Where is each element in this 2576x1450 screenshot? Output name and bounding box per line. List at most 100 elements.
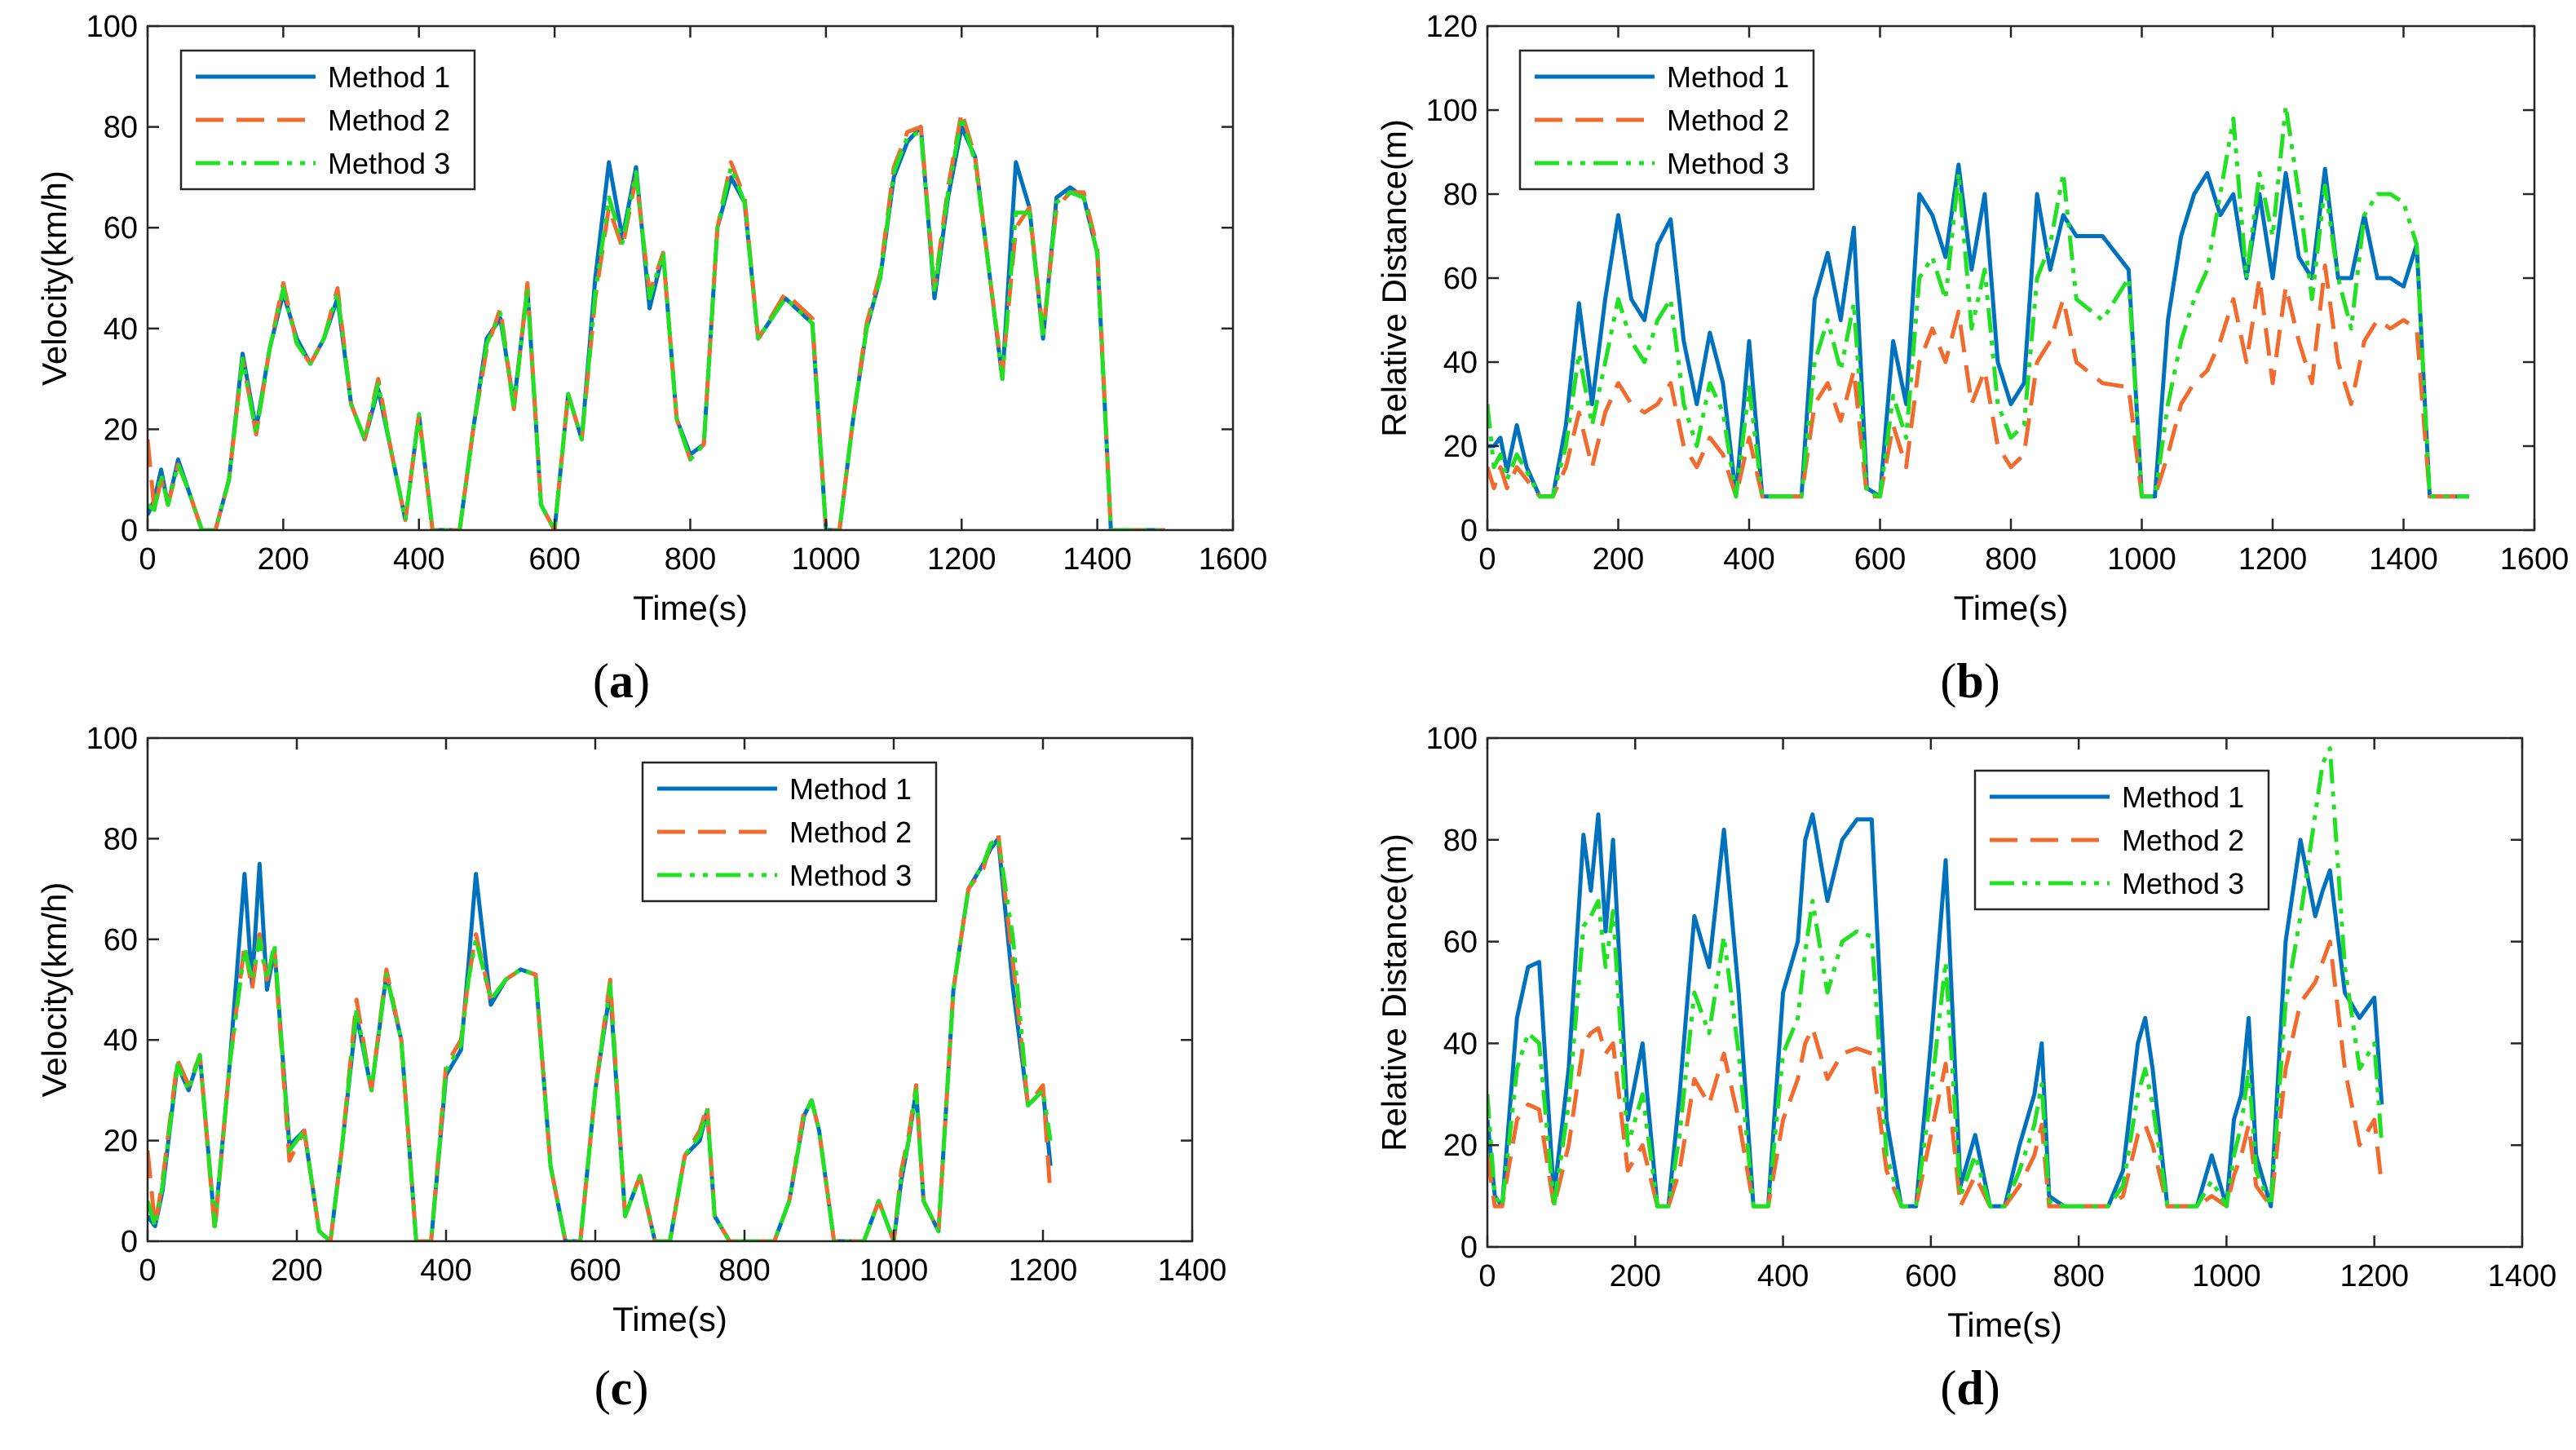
- legend-label-method-2: Method 2: [789, 816, 912, 849]
- x-tick-label: 0: [139, 1253, 156, 1288]
- series-line-method-2: [1487, 939, 2384, 1209]
- legend-label-method-3: Method 3: [789, 859, 912, 892]
- y-tick-label: 80: [1443, 178, 1478, 212]
- y-tick-label: 60: [104, 923, 138, 957]
- panel-label-close-paren: ): [634, 654, 650, 708]
- y-tick-label: 80: [1443, 824, 1478, 858]
- series-line-method-1: [1487, 812, 2384, 1209]
- legend-label-method-1: Method 1: [1667, 60, 1789, 94]
- legend-box: [1973, 769, 2270, 911]
- legend-label-method-1: Method 1: [2122, 780, 2244, 814]
- y-axis-label: Velocity(km/h): [35, 882, 73, 1098]
- x-tick-label: 400: [1757, 1259, 1809, 1293]
- legend-label-method-1: Method 1: [328, 60, 450, 94]
- series-line-method-3: [1487, 104, 2469, 499]
- x-tick-label: 1400: [1063, 542, 1132, 577]
- panel-label-letter: d: [1956, 1361, 1983, 1415]
- legend: Method 1 Method 2 Method 3: [179, 49, 476, 191]
- x-tick-label: 0: [1478, 1259, 1496, 1293]
- panel-label: (c): [594, 1361, 649, 1415]
- y-tick-label: 100: [86, 10, 138, 44]
- y-axis-label: Relative Distance(m): [1375, 119, 1413, 437]
- x-tick-label: 1400: [2488, 1259, 2557, 1293]
- panel-label-close-paren: ): [1984, 1361, 2000, 1415]
- legend-label-method-2: Method 2: [1667, 104, 1789, 137]
- y-tick-label: 80: [104, 822, 138, 856]
- panel-label-open-paren: (: [1940, 1361, 1956, 1415]
- panel-label-letter: b: [1956, 654, 1983, 708]
- x-tick-label: 1200: [927, 542, 996, 577]
- x-tick-label: 1200: [2238, 542, 2308, 577]
- x-tick-label: 800: [1985, 542, 2036, 577]
- x-tick-label: 200: [271, 1253, 322, 1288]
- y-tick-label: 20: [104, 1125, 138, 1159]
- legend: Method 1 Method 2 Method 3: [641, 761, 938, 903]
- y-tick-label: 0: [121, 514, 138, 548]
- panel-label: (d): [1940, 1361, 1999, 1415]
- series-line-method-3: [148, 836, 1053, 1241]
- panel-label-open-paren: (: [594, 1361, 611, 1415]
- series-line-method-1: [1487, 162, 2469, 499]
- legend-label-method-3: Method 3: [328, 147, 450, 180]
- panel-label-close-paren: ): [632, 1361, 648, 1415]
- panel-label: (a): [593, 654, 650, 708]
- x-axis-label: Time(s): [1954, 589, 2069, 627]
- y-tick-label: 60: [1443, 926, 1478, 960]
- panel-label-open-paren: (: [1940, 654, 1956, 708]
- series-line-method-3: [148, 114, 1165, 530]
- y-tick-label: 100: [1426, 722, 1478, 756]
- x-tick-label: 600: [528, 542, 580, 577]
- x-tick-label: 400: [393, 542, 444, 577]
- x-tick-label: 200: [258, 542, 309, 577]
- x-tick-label: 600: [1854, 542, 1906, 577]
- axes-box: [1486, 736, 2524, 1249]
- y-tick-label: 120: [1426, 10, 1478, 44]
- chart-panel-c: 0 200 400 600 800 1000 1200 1400 0 20 40 60 80 100 Tim…: [35, 722, 1226, 1415]
- chart-panel-d: 0 200 400 600 800 1000 1200 1400 0 20 40 60 80 100 Tim…: [1375, 722, 2556, 1415]
- legend-box: [1518, 49, 1815, 191]
- x-tick-label: 1600: [1199, 542, 1268, 577]
- panel-label-letter: a: [609, 654, 634, 708]
- y-tick-label: 40: [1443, 1027, 1478, 1061]
- x-axis-label: Time(s): [1947, 1306, 2062, 1344]
- panel-label: (b): [1940, 654, 1999, 708]
- x-tick-label: 200: [1610, 1259, 1661, 1293]
- series-line-method-3: [1487, 746, 2384, 1209]
- y-tick-label: 100: [86, 722, 138, 756]
- legend-box: [179, 49, 476, 191]
- x-tick-label: 600: [1905, 1259, 1956, 1293]
- x-axis-label: Time(s): [633, 589, 748, 627]
- legend-label-method-3: Method 3: [2122, 867, 2244, 900]
- y-tick-label: 100: [1426, 94, 1478, 128]
- x-tick-label: 600: [569, 1253, 621, 1288]
- y-tick-label: 20: [1443, 1129, 1478, 1163]
- x-tick-label: 1000: [792, 542, 861, 577]
- y-tick-label: 20: [104, 413, 138, 447]
- y-tick-label: 0: [1460, 1231, 1478, 1265]
- legend: Method 1 Method 2 Method 3: [1518, 49, 1815, 191]
- panel-label-letter: c: [611, 1361, 633, 1415]
- panel-label-close-paren: ): [1984, 654, 2000, 708]
- axes-box: [146, 736, 1194, 1243]
- series-line-method-2: [1487, 263, 2469, 499]
- chart-panel-a: 0 200 400 600 800 1000 1200 1400 1600 0 20 40 60 80 10…: [35, 10, 1267, 708]
- legend-label-method-1: Method 1: [789, 772, 912, 806]
- y-tick-label: 60: [104, 211, 138, 245]
- x-tick-label: 1400: [1158, 1253, 1227, 1288]
- x-tick-label: 1600: [2500, 542, 2569, 577]
- y-tick-label: 60: [1443, 262, 1478, 296]
- y-tick-label: 80: [104, 111, 138, 145]
- legend-label-method-3: Method 3: [1667, 147, 1789, 180]
- x-axis-label: Time(s): [612, 1300, 727, 1338]
- legend-label-method-2: Method 2: [2122, 824, 2244, 857]
- x-tick-label: 800: [2052, 1259, 2104, 1293]
- x-tick-label: 800: [665, 542, 716, 577]
- x-tick-label: 400: [420, 1253, 471, 1288]
- legend-box: [641, 761, 938, 903]
- x-tick-label: 1200: [2340, 1259, 2409, 1293]
- y-tick-label: 40: [1443, 346, 1478, 380]
- legend-label-method-2: Method 2: [328, 104, 450, 137]
- y-tick-label: 0: [121, 1225, 138, 1259]
- x-tick-label: 1400: [2369, 542, 2438, 577]
